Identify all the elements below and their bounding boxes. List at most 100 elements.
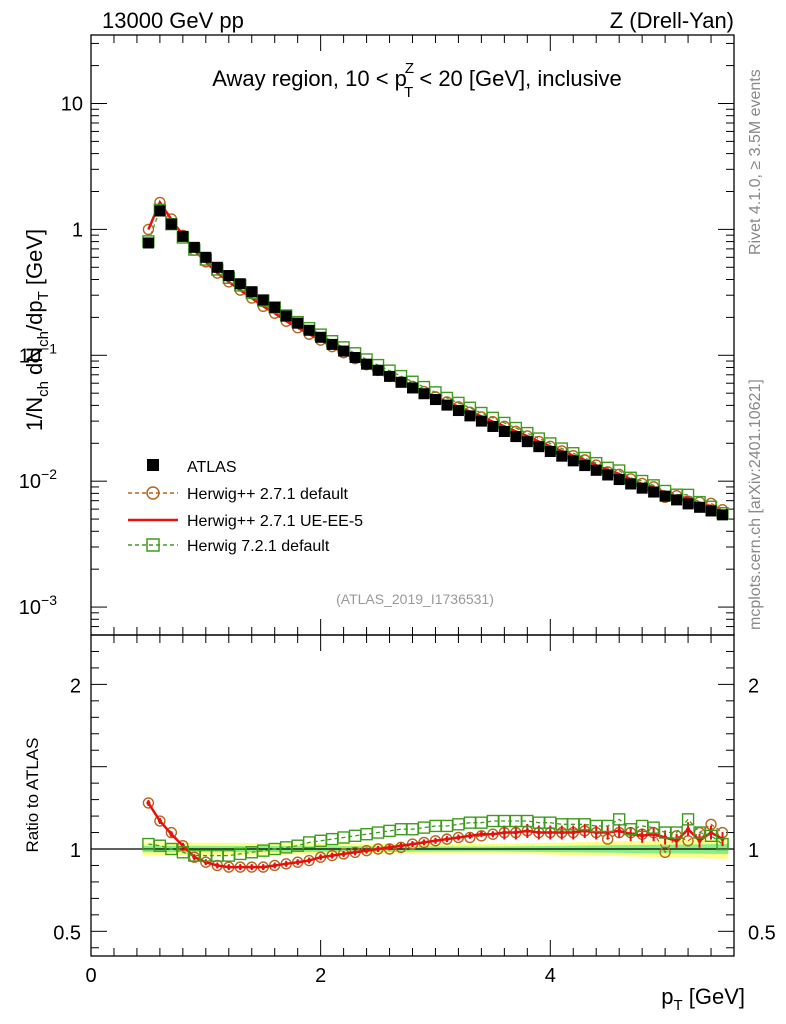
main-point-atlas [464, 410, 476, 422]
main-point-atlas [544, 446, 556, 458]
main-point-atlas [257, 294, 269, 306]
ratio-ytick-label-right: 1 [748, 840, 759, 862]
main-point-atlas [475, 415, 487, 427]
main-point-atlas [452, 405, 464, 417]
legend-marker-atlas [147, 459, 159, 471]
main-point-atlas [372, 364, 384, 376]
ratio-point-herwigpp-ueee5 [640, 833, 645, 838]
ratio-point-herwigpp-ueee5 [490, 832, 495, 837]
ratio-point-herwigpp-ueee5 [571, 830, 576, 835]
ratio-point-herwigpp-default [659, 846, 671, 858]
main-point-atlas [533, 441, 545, 453]
ratio-point-herwigpp-ueee5 [456, 835, 461, 840]
ratio-point-herwigpp-ueee5 [169, 832, 174, 837]
main-point-atlas [418, 388, 430, 400]
main-point-atlas [429, 394, 441, 406]
ratio-point-herwigpp-default [154, 815, 166, 827]
main-point-atlas [717, 509, 729, 521]
legend-label-herwigpp-default: Herwig++ 2.7.1 default [187, 486, 349, 503]
main-point-atlas [705, 505, 717, 517]
main-point-atlas [613, 474, 625, 486]
ratio-point-herwigpp-ueee5 [617, 828, 622, 833]
mcplots-label: mcplots.cern.ch [arXiv:2401.10621] [747, 379, 764, 630]
ratio-point-herwigpp-ueee5 [272, 863, 277, 868]
ratio-point-herwigpp-ueee5 [364, 848, 369, 853]
main-point-atlas [269, 301, 281, 313]
main-point-atlas [154, 205, 166, 217]
main-point-atlas [177, 230, 189, 242]
ratio-point-herwigpp-ueee5 [226, 865, 231, 870]
ratio-point-herwigpp-ueee5 [157, 819, 162, 824]
main-point-atlas [671, 494, 683, 506]
xtick-label: 0 [85, 965, 96, 987]
main-point-atlas [636, 482, 648, 494]
main-point-atlas [395, 376, 407, 388]
main-point-atlas [200, 251, 212, 263]
ratio-point-herwigpp-ueee5 [502, 830, 507, 835]
main-point-atlas [303, 324, 315, 336]
ratio-point-herwigpp-ueee5 [295, 860, 300, 865]
main-point-atlas [384, 370, 396, 382]
xtick-label: 2 [315, 965, 326, 987]
main-point-atlas [315, 331, 327, 343]
ratio-point-herwigpp-ueee5 [341, 851, 346, 856]
xlabel: pT [GeV] [661, 984, 745, 1014]
main-point-atlas [188, 241, 200, 253]
main-point-atlas [682, 498, 694, 510]
ratio-point-herwigpp-default [200, 856, 212, 868]
ratio-ylabel: Ratio to ATLAS [23, 738, 42, 853]
ratio-point-herwigpp-ueee5 [513, 830, 518, 835]
main-ytick-label: 10−2 [19, 466, 57, 493]
xtick-label: 4 [545, 965, 556, 987]
header-left: 13000 GeV pp [102, 8, 244, 33]
ratio-point-herwigpp-ueee5 [353, 850, 358, 855]
ratio-point-herwigpp-ueee5 [697, 838, 702, 843]
main-point-atlas [361, 358, 373, 370]
main-point-atlas [441, 399, 453, 411]
main-point-atlas [292, 317, 304, 329]
ratio-point-herwigpp-default [177, 840, 189, 852]
ratio-point-herwigpp-ueee5 [261, 865, 266, 870]
ratio-point-herwigpp-ueee5 [387, 845, 392, 850]
main-point-atlas [223, 270, 235, 282]
ratio-ytick-label-right: 0.5 [748, 922, 776, 944]
main-point-atlas [407, 382, 418, 394]
ratio-ytick-label-left: 0.5 [53, 922, 81, 944]
ratio-point-herwigpp-ueee5 [376, 847, 381, 851]
main-title: Away region, 10 < pZ T < 20 [GeV], inclus… [212, 60, 622, 101]
analysis-watermark: (ATLAS_2019_I1736531) [336, 591, 494, 607]
rivet-label: Rivet 4.1.0, ≥ 3.5M events [747, 69, 764, 255]
main-point-atlas [211, 261, 223, 273]
main-point-atlas [590, 464, 602, 476]
ratio-point-herwig7 [704, 829, 718, 843]
main-point-atlas [694, 501, 706, 513]
main-point-atlas [165, 218, 177, 230]
legend: ATLAS Herwig++ 2.7.1 default Herwig++ 2.… [128, 459, 363, 555]
main-point-atlas [579, 460, 591, 472]
main-point-atlas [326, 338, 338, 350]
ratio-ytick-label-left: 2 [70, 675, 81, 697]
ratio-ytick-label-right: 2 [748, 675, 759, 697]
main-point-atlas [498, 426, 510, 438]
main-point-atlas [602, 469, 614, 481]
ratio-point-herwigpp-ueee5 [433, 838, 438, 843]
ratio-ytick-label-left: 1 [70, 840, 81, 862]
ratio-series-line-2 [148, 818, 723, 857]
main-point-atlas [648, 486, 660, 498]
main-point-atlas [349, 352, 361, 364]
ratio-point-herwigpp-default [142, 797, 155, 809]
legend-label-herwig7: Herwig 7.2.1 default [187, 538, 330, 555]
main-point-atlas [625, 478, 637, 490]
main-point-atlas [338, 345, 350, 357]
main-ytick-label: 1 [72, 219, 83, 241]
header-right: Z (Drell-Yan) [610, 8, 734, 33]
ratio-point-herwigpp-ueee5 [215, 863, 220, 868]
ratio-point-herwigpp-ueee5 [444, 837, 449, 842]
ratio-point-herwig7 [716, 837, 729, 851]
ratio-point-herwig7 [681, 813, 695, 826]
legend-label-atlas: ATLAS [187, 459, 237, 476]
ratio-point-herwigpp-ueee5 [146, 800, 151, 805]
legend-marker-herwigpp-default [146, 486, 160, 500]
ratio-point-herwigpp-ueee5 [525, 828, 530, 833]
